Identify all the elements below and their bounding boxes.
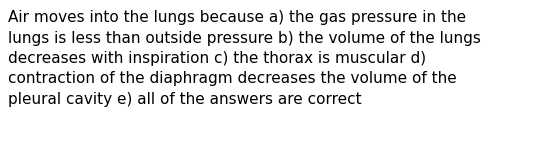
Text: Air moves into the lungs because a) the gas pressure in the
lungs is less than o: Air moves into the lungs because a) the … — [8, 10, 481, 107]
